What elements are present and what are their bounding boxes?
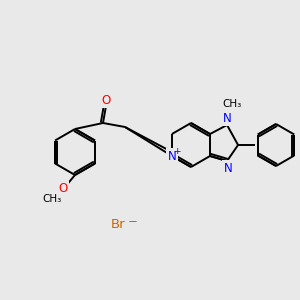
Text: CH₃: CH₃ — [222, 99, 242, 109]
Text: −: − — [128, 215, 138, 229]
Text: N: N — [224, 161, 233, 175]
Text: O: O — [101, 94, 111, 106]
Text: +: + — [173, 146, 181, 155]
Text: N: N — [168, 149, 176, 163]
Text: N: N — [223, 112, 231, 124]
Text: O: O — [58, 182, 68, 196]
Text: CH₃: CH₃ — [42, 194, 62, 204]
Text: Br: Br — [111, 218, 125, 232]
